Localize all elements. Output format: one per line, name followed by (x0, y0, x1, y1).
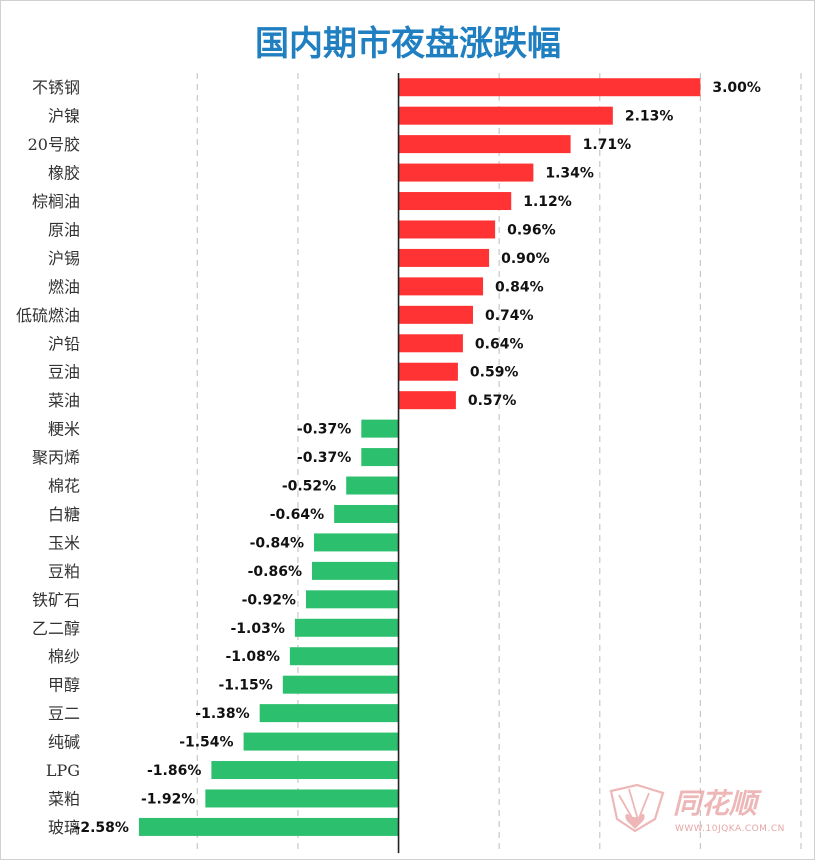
bar (138, 817, 399, 836)
category-label: 不锈钢 (32, 78, 80, 97)
bar (305, 590, 399, 609)
bar (398, 334, 463, 353)
category-label: 乙二醇 (32, 619, 80, 638)
bar (398, 106, 613, 125)
bar (398, 277, 484, 296)
value-label: -0.52% (282, 479, 336, 495)
chart-title: 国内期市夜盘涨跌幅 (255, 24, 561, 64)
bar (314, 533, 399, 552)
value-label: -0.37% (297, 450, 351, 466)
value-label: -0.64% (270, 507, 324, 523)
bar (259, 704, 399, 723)
bar (398, 78, 701, 97)
watermark-logo-icon (609, 783, 665, 833)
bar (205, 789, 399, 808)
category-label: LPG (46, 761, 80, 780)
category-label: 铁矿石 (32, 590, 80, 609)
value-label: 0.96% (507, 222, 556, 238)
bars (138, 78, 701, 836)
grid-lines (196, 73, 802, 852)
category-label: 玉米 (48, 533, 80, 552)
category-label: 棉花 (48, 477, 80, 496)
value-label: -0.84% (250, 535, 304, 551)
category-label: 白糖 (48, 505, 80, 524)
bar (312, 561, 399, 580)
bar (398, 192, 512, 211)
bar (398, 163, 534, 182)
value-label: -1.86% (147, 763, 201, 779)
category-label: 橡胶 (48, 164, 80, 183)
value-label: -0.92% (242, 592, 296, 608)
bar (398, 362, 458, 381)
category-label: 沪锡 (48, 249, 80, 268)
category-label: 聚丙烯 (32, 448, 80, 467)
value-label: -1.08% (225, 649, 279, 665)
category-label: 棉纱 (48, 647, 80, 666)
bar (398, 305, 473, 324)
category-label: 粳米 (48, 420, 80, 439)
value-label: 1.34% (545, 166, 594, 182)
value-label: -1.54% (179, 735, 233, 751)
bar (243, 732, 399, 751)
value-label: 0.64% (475, 336, 524, 352)
bar (334, 504, 399, 523)
bar (211, 761, 399, 780)
bar (398, 248, 490, 267)
value-label: 0.90% (501, 251, 550, 267)
watermark-brand: 同花顺 (673, 787, 762, 820)
value-label: 0.59% (470, 365, 519, 381)
category-label: 玻璃 (48, 818, 80, 837)
value-label: 0.84% (495, 279, 544, 295)
category-label: 豆油 (48, 363, 80, 382)
category-label: 甲醇 (48, 676, 80, 695)
bar (361, 419, 399, 438)
bar (282, 675, 399, 694)
bar (398, 391, 456, 410)
bar (294, 618, 399, 637)
category-label: 菜油 (48, 391, 80, 410)
category-label: 豆二 (48, 704, 80, 723)
bar (289, 647, 399, 666)
bar (398, 135, 571, 154)
value-label: 1.71% (583, 137, 632, 153)
value-label: -1.92% (141, 791, 195, 807)
category-label: 沪铅 (48, 334, 80, 353)
bar (361, 448, 399, 467)
value-label: -2.58% (75, 820, 129, 836)
category-label: 原油 (48, 220, 80, 239)
value-label: 1.12% (523, 194, 572, 210)
value-label: -1.15% (218, 678, 272, 694)
category-label: 棕榈油 (32, 192, 80, 211)
category-label: 低硫燃油 (16, 306, 80, 325)
category-label: 纯碱 (48, 733, 80, 752)
value-label: -1.38% (195, 706, 249, 722)
value-label: -0.37% (297, 422, 351, 438)
category-label: 20号胶 (28, 135, 80, 154)
value-label: -1.03% (231, 621, 285, 637)
value-labels: 3.00% 2.13% 1.71% 1.34% 1.12% 0.96% 0.90% 0.84%… (75, 80, 761, 836)
category-label: 菜粕 (48, 789, 80, 808)
category-label: 豆粕 (48, 562, 80, 581)
value-label: 0.74% (485, 308, 534, 324)
category-label: 沪镍 (48, 107, 80, 126)
watermark-url: WWW.10JQKA.COM.CN (675, 824, 785, 834)
value-label: 3.00% (712, 80, 761, 96)
value-label: -0.86% (248, 564, 302, 580)
value-label: 0.57% (468, 393, 517, 409)
category-label: 燃油 (48, 277, 80, 296)
bar (398, 220, 496, 239)
watermark: 同花顺 WWW.10JQKA.COM.CN (609, 783, 785, 834)
bar (346, 476, 399, 495)
value-label: 2.13% (625, 109, 674, 125)
